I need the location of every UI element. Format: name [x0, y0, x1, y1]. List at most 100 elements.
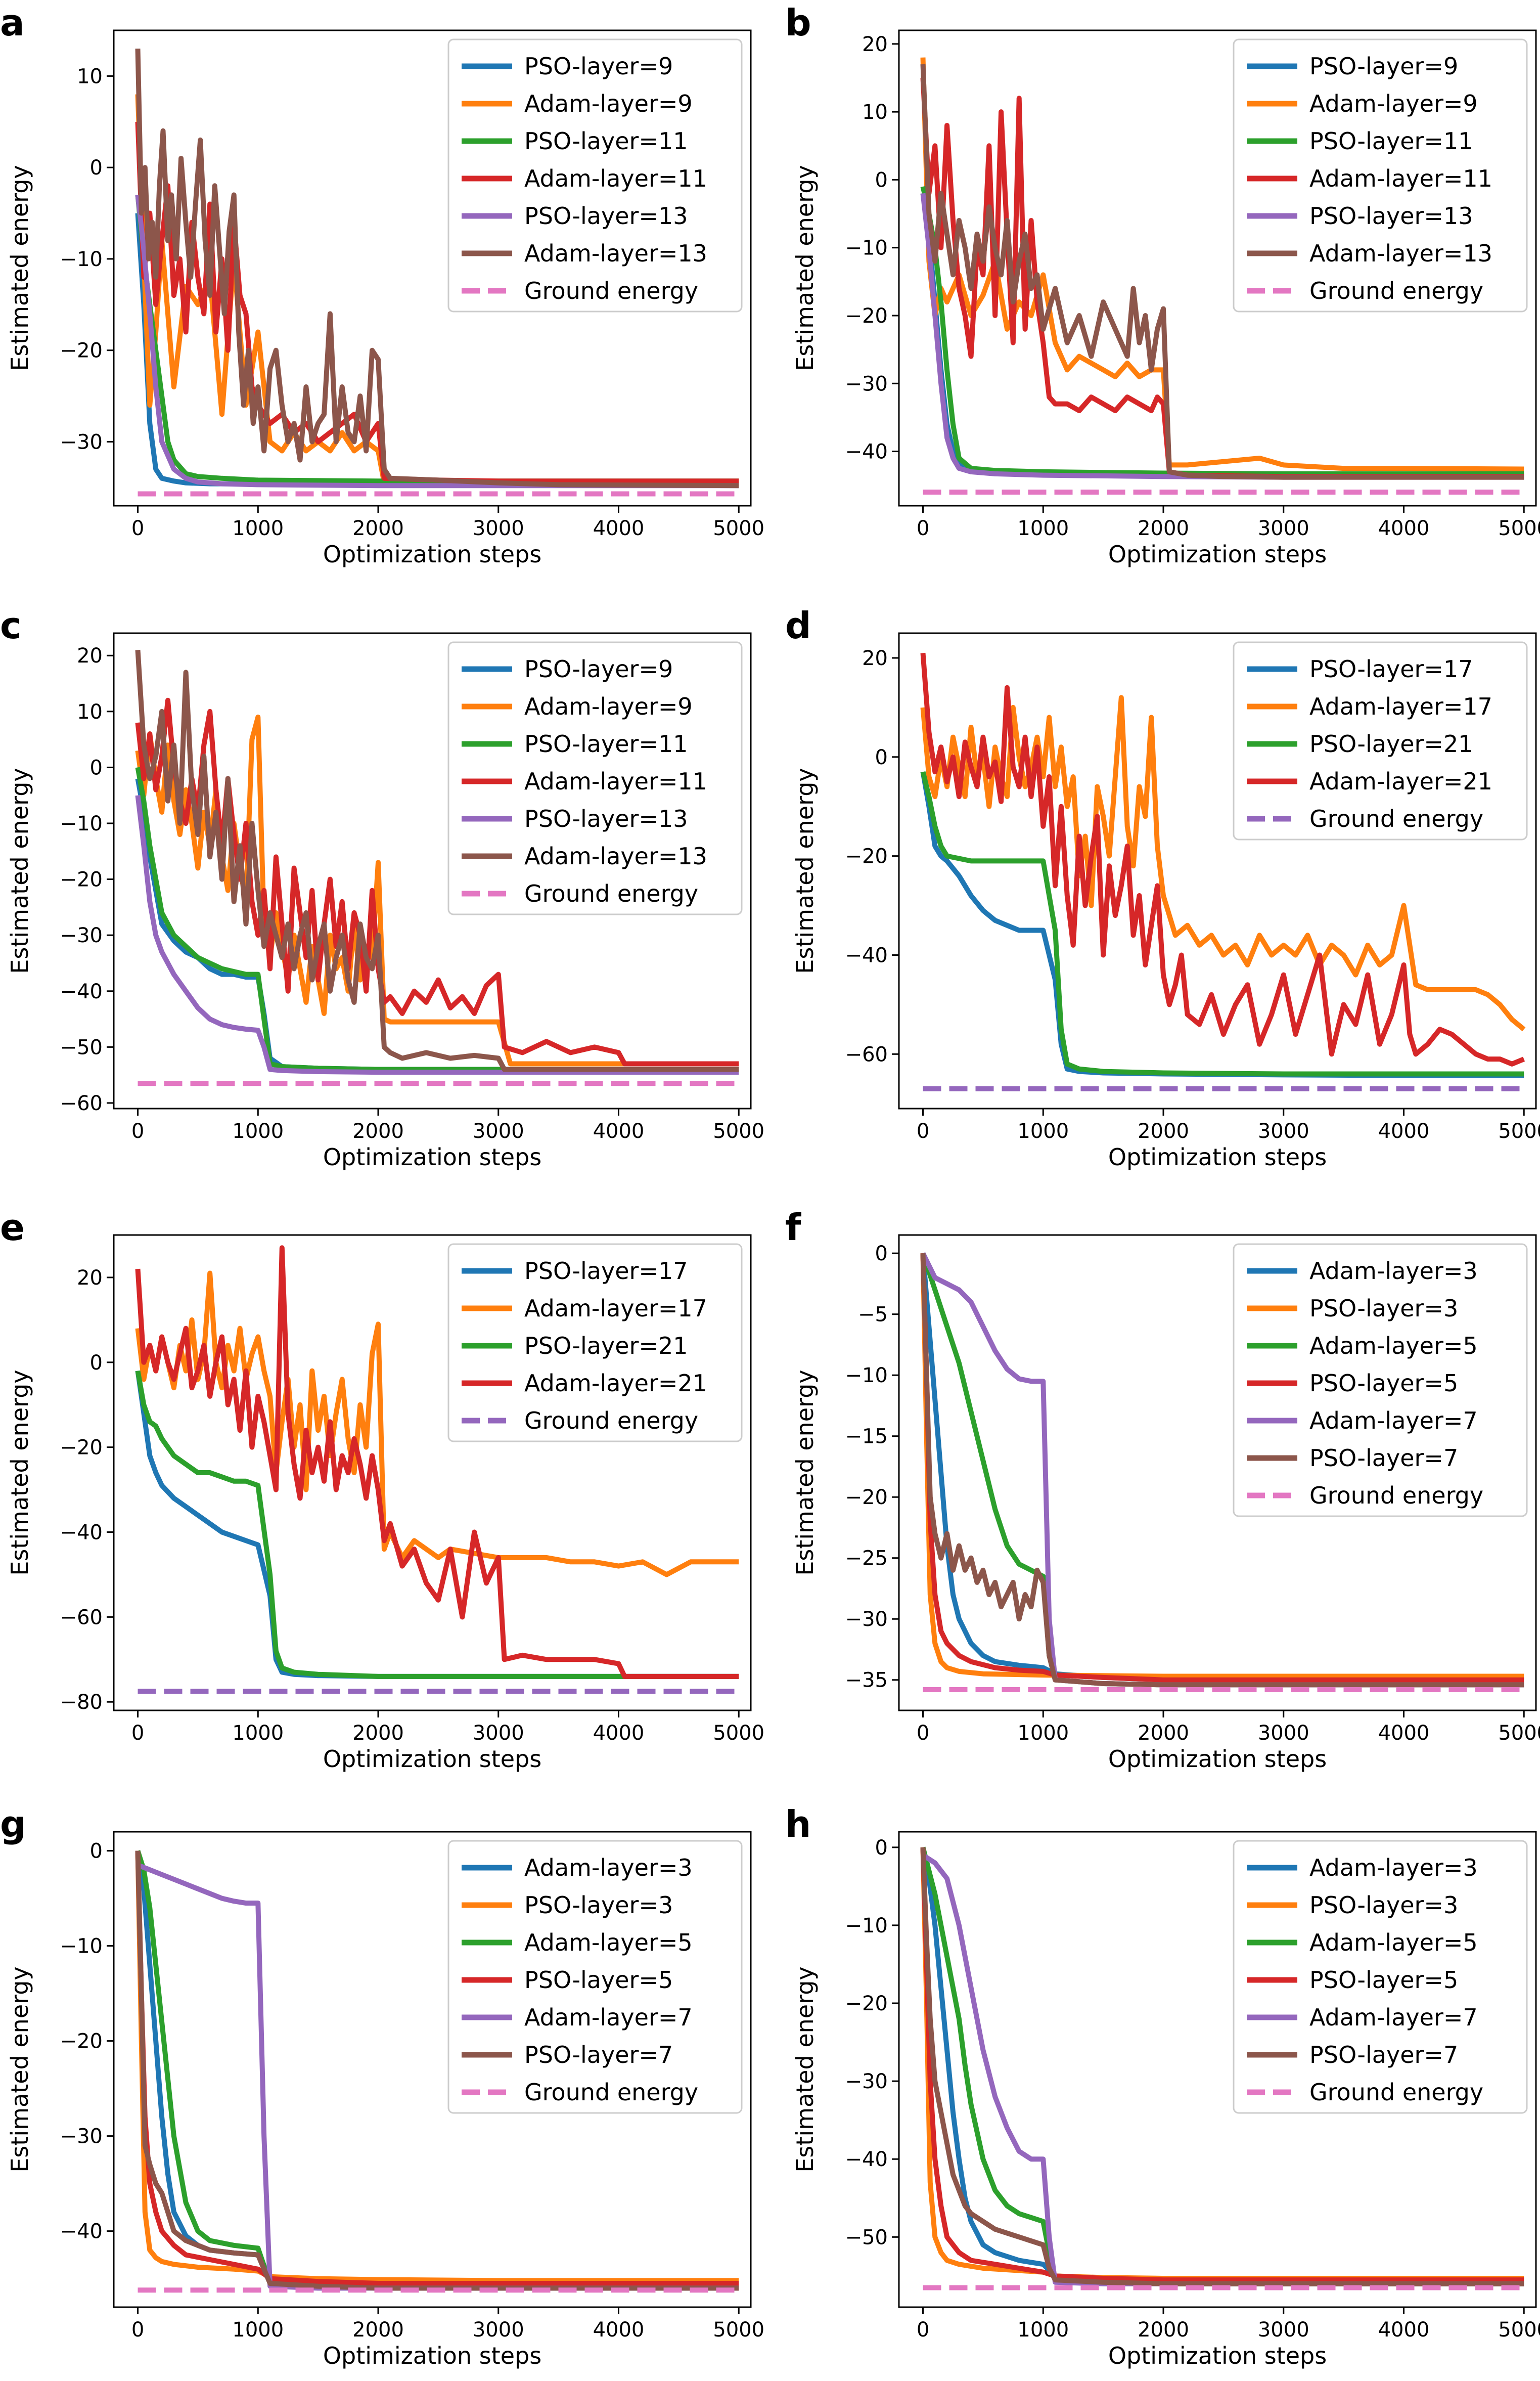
y-tick-label: 20 [77, 644, 103, 668]
y-tick-label: −25 [845, 1547, 888, 1570]
x-tick-label: 4000 [1378, 1120, 1430, 1143]
y-tick-label: −30 [60, 2125, 103, 2148]
series-line-pso-layer-11 [135, 767, 739, 1072]
x-tick-label: 1000 [1017, 2318, 1069, 2342]
legend-entry: PSO-layer=13 [524, 202, 688, 230]
y-tick-label: 10 [862, 101, 888, 124]
legend-entry: PSO-layer=11 [1309, 127, 1473, 155]
x-tick-label: 0 [917, 1722, 929, 1745]
x-tick-label: 2000 [352, 1722, 404, 1745]
legend-entry: PSO-layer=17 [524, 1257, 688, 1285]
legend-entry: Adam-layer=5 [1309, 1929, 1478, 1956]
series-line-adam-layer-13 [135, 649, 739, 1072]
x-tick-label: 1000 [232, 1722, 284, 1745]
series-line-pso-layer-21 [920, 771, 1524, 1077]
x-tick-label: 0 [917, 1120, 929, 1143]
legend-entry: Ground energy [1309, 1482, 1483, 1509]
y-axis-label: Estimated energy [791, 1966, 819, 2172]
legend-box [447, 38, 743, 313]
legend-box [1233, 1840, 1528, 2114]
legend-entry: Adam-layer=3 [1309, 1854, 1478, 1881]
series-line-pso-layer-7 [920, 1847, 1524, 2286]
legend: PSO-layer=9 Adam-layer=9 PSO-layer=11 Adam-… [447, 38, 743, 313]
legend-entry: Adam-layer=17 [524, 1295, 707, 1322]
legend: PSO-layer=17 Adam-layer=17 PSO-layer=21 Ada… [1233, 641, 1528, 841]
legend-entry: Adam-layer=13 [524, 240, 707, 267]
series-line-pso-layer-13 [135, 795, 739, 1075]
x-tick-label: 3000 [473, 1120, 524, 1143]
x-tick-label: 2000 [352, 2318, 404, 2342]
series-line-pso-layer-3 [135, 1850, 739, 2283]
axes-frame [898, 1831, 1537, 2308]
y-tick-label: 10 [77, 65, 103, 88]
legend-entry: Ground energy [1309, 805, 1483, 832]
x-tick-label: 1000 [1017, 1722, 1069, 1745]
legend-entry: PSO-layer=3 [1309, 1295, 1458, 1322]
legend-entry: Adam-layer=5 [524, 1929, 693, 1956]
y-tick-label: −20 [845, 304, 888, 328]
y-tick-label: −50 [60, 1036, 103, 1059]
legend-entry: PSO-layer=7 [1309, 2041, 1458, 2068]
y-tick-label: −20 [845, 1992, 888, 2015]
legend-entry: Adam-layer=9 [524, 693, 693, 720]
y-tick-label: −10 [60, 812, 103, 835]
legend: Adam-layer=3 PSO-layer=3 Adam-layer=5 PSO-l… [1233, 1840, 1528, 2114]
x-tick-label: 2000 [352, 517, 404, 540]
x-axis-label: Optimization steps [323, 2342, 541, 2369]
y-tick-label: −40 [845, 944, 888, 967]
y-tick-label: −20 [60, 868, 103, 892]
x-tick-label: 3000 [473, 1722, 524, 1745]
x-tick-label: 1000 [1017, 1120, 1069, 1143]
panel-letter: f [785, 1206, 801, 1249]
x-tick-label: 0 [131, 1722, 144, 1745]
x-tick-label: 0 [131, 517, 144, 540]
x-tick-label: 5000 [713, 1120, 764, 1143]
y-tick-label: −20 [845, 845, 888, 868]
legend-entry: Ground energy [524, 880, 698, 907]
panel-letter: b [785, 2, 811, 44]
x-axis-label: Optimization steps [323, 541, 541, 568]
series-line-pso-layer-7 [920, 1253, 1524, 1688]
legend-entry: Adam-layer=13 [524, 843, 707, 870]
plot-area [920, 652, 1526, 1091]
y-tick-label: 0 [90, 756, 103, 779]
x-tick-label: 4000 [593, 1120, 645, 1143]
x-tick-label: 3000 [1258, 517, 1309, 540]
axes-frame [113, 632, 752, 1110]
series-line-pso-layer-3 [920, 1253, 1524, 1679]
legend-entry: PSO-layer=11 [524, 127, 688, 155]
x-tick-label: 5000 [1498, 2318, 1540, 2342]
x-tick-label: 4000 [1378, 1722, 1430, 1745]
legend-entry: Adam-layer=13 [1309, 240, 1492, 267]
series-line-adam-layer-21 [135, 1245, 739, 1679]
y-tick-label: −40 [60, 980, 103, 1003]
legend-entry: PSO-layer=9 [1309, 53, 1458, 80]
x-tick-label: 3000 [1258, 1722, 1309, 1745]
y-axis-label: Estimated energy [6, 165, 33, 371]
y-axis-label: Estimated energy [6, 1370, 33, 1575]
legend-entry: PSO-layer=21 [1309, 730, 1473, 758]
x-tick-label: 5000 [713, 2318, 764, 2342]
axes-frame [113, 29, 752, 507]
panel-letter: a [0, 2, 25, 44]
legend-entry: Adam-layer=7 [524, 2004, 693, 2031]
panel-d: d 0 1000 2000 3000 4000 5000 20 0 −20 −40 −60 Optimi… [785, 604, 1540, 1171]
y-tick-label: 0 [90, 156, 103, 180]
y-tick-label: −10 [60, 248, 103, 271]
y-axis-label: Estimated energy [791, 768, 819, 974]
x-tick-label: 4000 [593, 1722, 645, 1745]
y-tick-label: −5 [858, 1303, 888, 1327]
series-line-pso-layer-5 [920, 1847, 1524, 2283]
y-axis-label: Estimated energy [791, 1370, 819, 1575]
series-line-adam-layer-13 [135, 49, 739, 489]
x-tick-label: 0 [131, 2318, 144, 2342]
x-tick-label: 3000 [473, 2318, 524, 2342]
x-tick-label: 2000 [1138, 1120, 1189, 1143]
panel-f: f 0 1000 2000 3000 4000 5000 0 −5 −10 −15 −20 −25 −30… [785, 1206, 1540, 1773]
panel-e: e 0 1000 2000 3000 4000 5000 20 0 −20 −40 −60 −80 Opt… [0, 1206, 764, 1773]
legend-entry: Adam-layer=5 [1309, 1332, 1478, 1359]
legend-entry: PSO-layer=11 [524, 730, 688, 758]
y-tick-label: 0 [875, 1242, 888, 1265]
y-tick-label: −80 [60, 1691, 103, 1714]
legend: PSO-layer=9 Adam-layer=9 PSO-layer=11 Adam-… [447, 641, 743, 915]
